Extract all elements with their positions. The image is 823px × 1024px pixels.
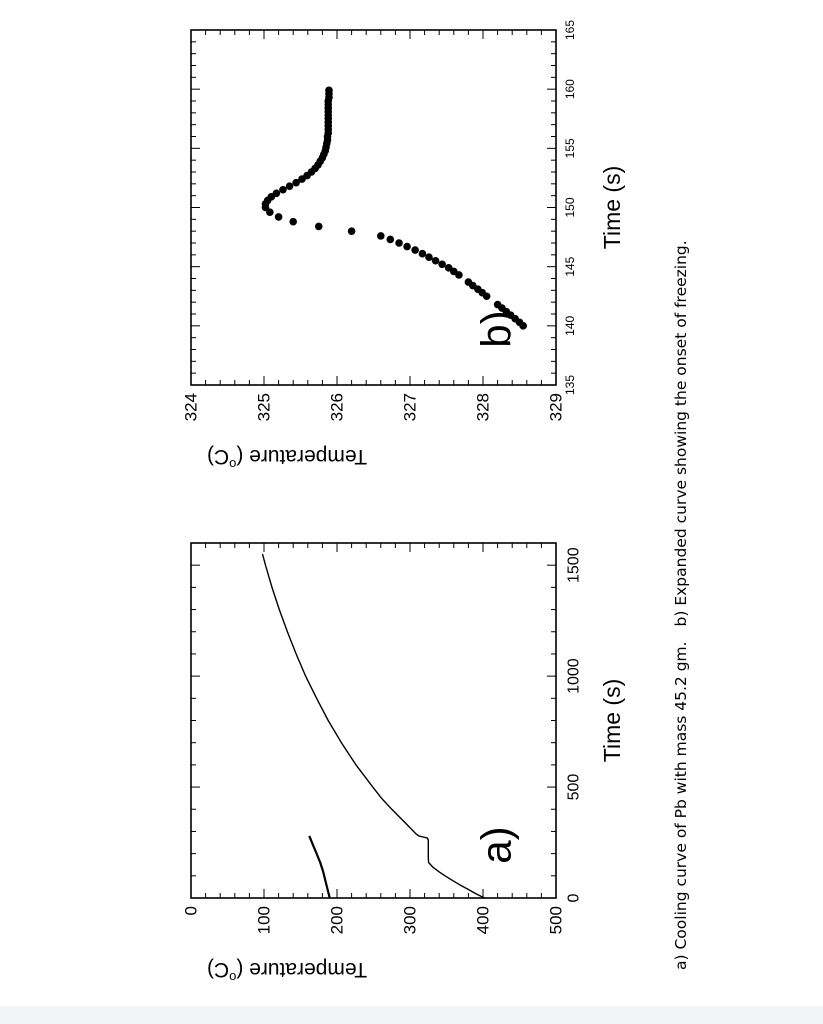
data-point bbox=[403, 242, 411, 251]
time-tick-label: 140 bbox=[563, 316, 577, 336]
series-line bbox=[308, 835, 331, 899]
panel-label: a) bbox=[473, 826, 520, 863]
data-point bbox=[347, 227, 356, 235]
time-tick-label: 155 bbox=[563, 138, 577, 158]
data-point bbox=[274, 213, 283, 221]
time-tick-label: 135 bbox=[563, 375, 577, 395]
time-tick-label: 1000 bbox=[566, 658, 583, 694]
temperature-tick-label: 327 bbox=[401, 393, 420, 421]
time-tick-label: 1500 bbox=[566, 547, 583, 583]
temperature-tick-label: 329 bbox=[547, 393, 566, 421]
data-point bbox=[292, 178, 300, 187]
caption-part-b: b) Expanded curve showing the onset of f… bbox=[672, 240, 690, 627]
temperature-tick-label: 300 bbox=[401, 906, 420, 934]
temperature-tick-label: 400 bbox=[474, 906, 493, 934]
temperature-tick-label: 500 bbox=[547, 906, 566, 934]
temperature-tick-label: 325 bbox=[255, 393, 274, 421]
time-tick-label: 165 bbox=[563, 20, 577, 40]
data-point bbox=[325, 86, 333, 95]
data-point bbox=[418, 249, 427, 258]
data-point bbox=[377, 232, 385, 240]
time-tick-label: 150 bbox=[563, 197, 577, 217]
y-axis-title: Temperature (oC) bbox=[207, 959, 367, 986]
time-tick-label: 145 bbox=[563, 256, 577, 276]
time-tick-label: 0 bbox=[566, 893, 583, 902]
data-point bbox=[464, 278, 473, 286]
series-line bbox=[261, 553, 485, 899]
data-point bbox=[395, 239, 403, 247]
chart-panel-b: 135 140 145 150 155 160 165 324 325 326 327 328 329 T… bbox=[182, 20, 626, 473]
data-point bbox=[444, 264, 453, 272]
temperature-tick-label: 326 bbox=[328, 393, 347, 421]
data-point bbox=[438, 260, 446, 269]
temperature-tick-label: 100 bbox=[255, 906, 274, 934]
data-point bbox=[272, 189, 281, 198]
data-point bbox=[285, 182, 294, 190]
data-point bbox=[314, 222, 323, 231]
data-point bbox=[431, 256, 440, 265]
temperature-tick-label: 200 bbox=[328, 906, 347, 934]
data-point bbox=[279, 185, 287, 194]
temperature-tick-label: 328 bbox=[474, 393, 493, 421]
temperature-tick-label: 324 bbox=[182, 393, 201, 421]
data-point bbox=[493, 300, 502, 309]
time-tick-label: 500 bbox=[566, 774, 583, 801]
data-point bbox=[425, 253, 433, 261]
temperature-tick-label: 0 bbox=[182, 906, 201, 915]
data-point bbox=[289, 217, 298, 226]
x-axis-title: Time (s) bbox=[599, 679, 625, 762]
time-tick-label: 160 bbox=[563, 79, 577, 99]
caption-part-a: a) Cooling curve of Pb with mass 45.2 gm… bbox=[672, 641, 690, 970]
y-axis-title: Temperature (oC) bbox=[207, 446, 367, 473]
x-axis-title: Time (s) bbox=[599, 166, 625, 249]
data-point bbox=[411, 246, 419, 254]
data-point bbox=[386, 235, 395, 244]
